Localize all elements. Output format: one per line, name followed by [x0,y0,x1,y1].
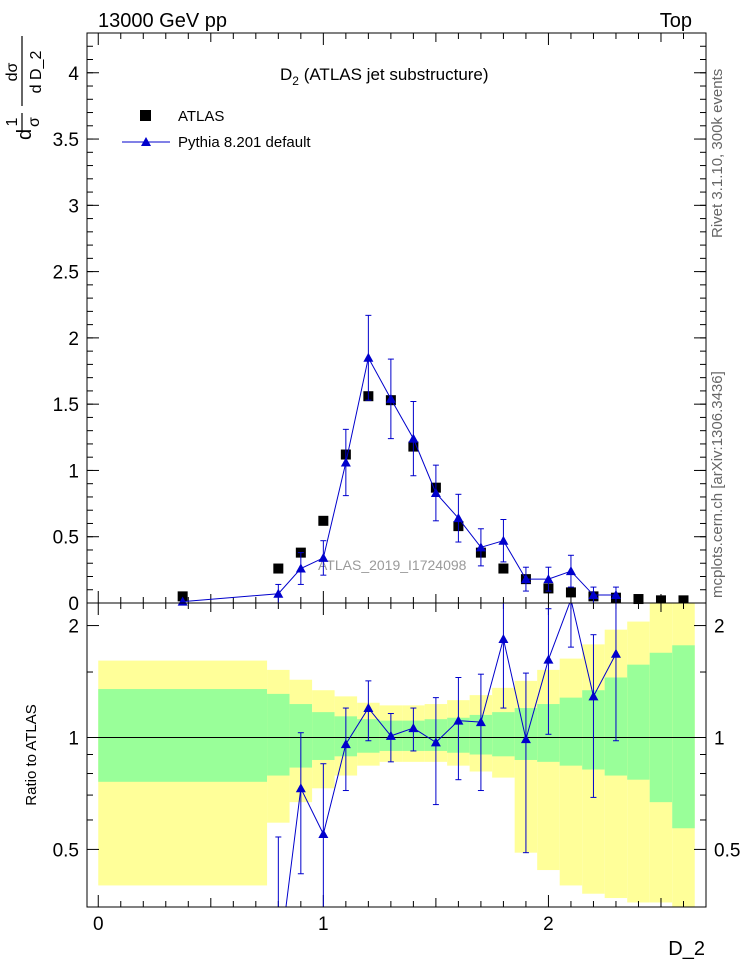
ratio-band-green [492,712,515,757]
pythia-point [610,590,621,600]
pythia-point [498,535,509,545]
main-ytick-label: 3 [68,196,79,217]
pythia-point [295,563,306,573]
main-ytick-label: 2 [68,329,79,350]
ratio-band-green [649,652,673,803]
ratio-ytick-label: 1 [68,728,79,749]
ratio-pythia-point [430,737,441,747]
ratio-frame [86,602,707,908]
ratio-pythia-point [385,730,396,740]
main-ytick-label: 4 [68,64,79,85]
ratio-band-green [672,645,695,829]
ratio-ytick-label-right: 1 [714,728,725,749]
pythia-point [273,588,284,598]
pythia-point [565,566,576,576]
watermark: ATLAS_2019_I1724098 [318,557,467,573]
pythia-point [453,513,464,523]
ratio-ytick-label: 2 [68,617,79,638]
header-left: 13000 GeV pp [98,10,227,32]
atlas-point [655,595,666,606]
legend-pythia-label: Pythia 8.201 default [178,134,311,151]
ratio-pythia-point [408,723,419,733]
legend: ATLAS Pythia 8.201 default [122,108,311,151]
ratio-pythia-point [295,783,306,793]
atlas-point [177,591,188,602]
rivet-label: Rivet 3.1.10, 300k events [709,69,726,238]
chart-title-sub: 2 [292,74,299,88]
ratio-pythia-point [453,715,464,725]
ratio-pythia-point [543,654,554,664]
legend-pythia-marker [141,137,151,146]
ratio-panel: 0 1 2 0.5 0.5 1 1 2 2 [53,603,740,935]
ratio-pythia-point [498,634,509,644]
pythia-point [340,457,351,467]
header-right: Top [660,10,692,32]
ratio-xtick-label: 1 [318,914,329,935]
ratio-band-green [312,712,335,760]
legend-atlas-marker [140,110,151,121]
pythia-point [588,590,599,600]
pythia-point [543,574,554,584]
chart-title-rest: (ATLAS jet substructure) [299,65,489,84]
chart-title-main: D [280,65,292,84]
ratio-xlabel: D_2 [668,938,705,960]
ratio-ytick-label-right: 2 [714,617,725,638]
ratio-band-green [267,693,290,776]
ratio-band-green [559,697,583,766]
main-ylabel-prefix: d [14,129,36,140]
atlas-point [498,563,509,574]
ratio-series-group [275,603,621,907]
atlas-point [273,563,284,574]
main-ytick-label: 1 [68,461,79,482]
atlas-point [318,515,329,526]
ratio-pythia-point [363,703,374,713]
pythia-point [475,542,486,552]
main-ytick-label: 3.5 [53,130,79,151]
ratio-ytick-label: 0.5 [53,840,79,861]
ratio-band-yellow [559,658,583,886]
ratio-pythia-line [285,603,617,907]
pythia-point [363,352,374,362]
chart-title: D2 (ATLAS jet substructure) [280,65,489,88]
atlas-point [633,594,644,605]
ratio-band-green [98,689,268,782]
atlas-point [678,595,689,606]
ratio-pythia-point [318,829,329,839]
ratio-band-green [627,664,650,780]
main-ylabel-frac2-num: dσ [4,62,21,81]
mcplots-label: mcplots.cern.ch [arXiv:1306.3436] [709,371,726,598]
pythia-point [430,487,441,497]
ratio-ylabel: Ratio to ATLAS [23,704,40,805]
ratio-xtick-label: 0 [93,914,104,935]
main-ylabel-frac1-num: 1 [4,117,21,126]
pythia-point [385,393,396,403]
main-ylabel-frac1-den: σ [26,117,43,127]
legend-atlas-label: ATLAS [178,108,224,125]
atlas-point [565,587,576,598]
main-ytick-label: 2.5 [53,263,79,284]
ratio-pythia-point [520,734,531,744]
ratio-ytick-label-right: 0.5 [714,840,740,861]
ratio-pythia-point [588,691,599,701]
main-ytick-label: 1.5 [53,395,79,416]
pythia-point [318,552,329,562]
main-ytick-label: 0.5 [53,528,79,549]
ratio-pythia-point [475,717,486,727]
main-panel: 0 0.5 1 1.5 2 2.5 3 3.5 4 [53,33,706,615]
main-ylabel-frac2-den: d D_2 [28,51,45,94]
pythia-point [520,574,531,584]
ratio-xtick-label: 2 [543,914,554,935]
pythia-point [408,433,419,443]
main-ylabel: d 1 σ dσ d D_2 [4,36,45,140]
ratio-pythia-point [340,739,351,749]
ratio-pythia-point [610,648,621,658]
main-ytick-label: 0 [68,594,79,615]
